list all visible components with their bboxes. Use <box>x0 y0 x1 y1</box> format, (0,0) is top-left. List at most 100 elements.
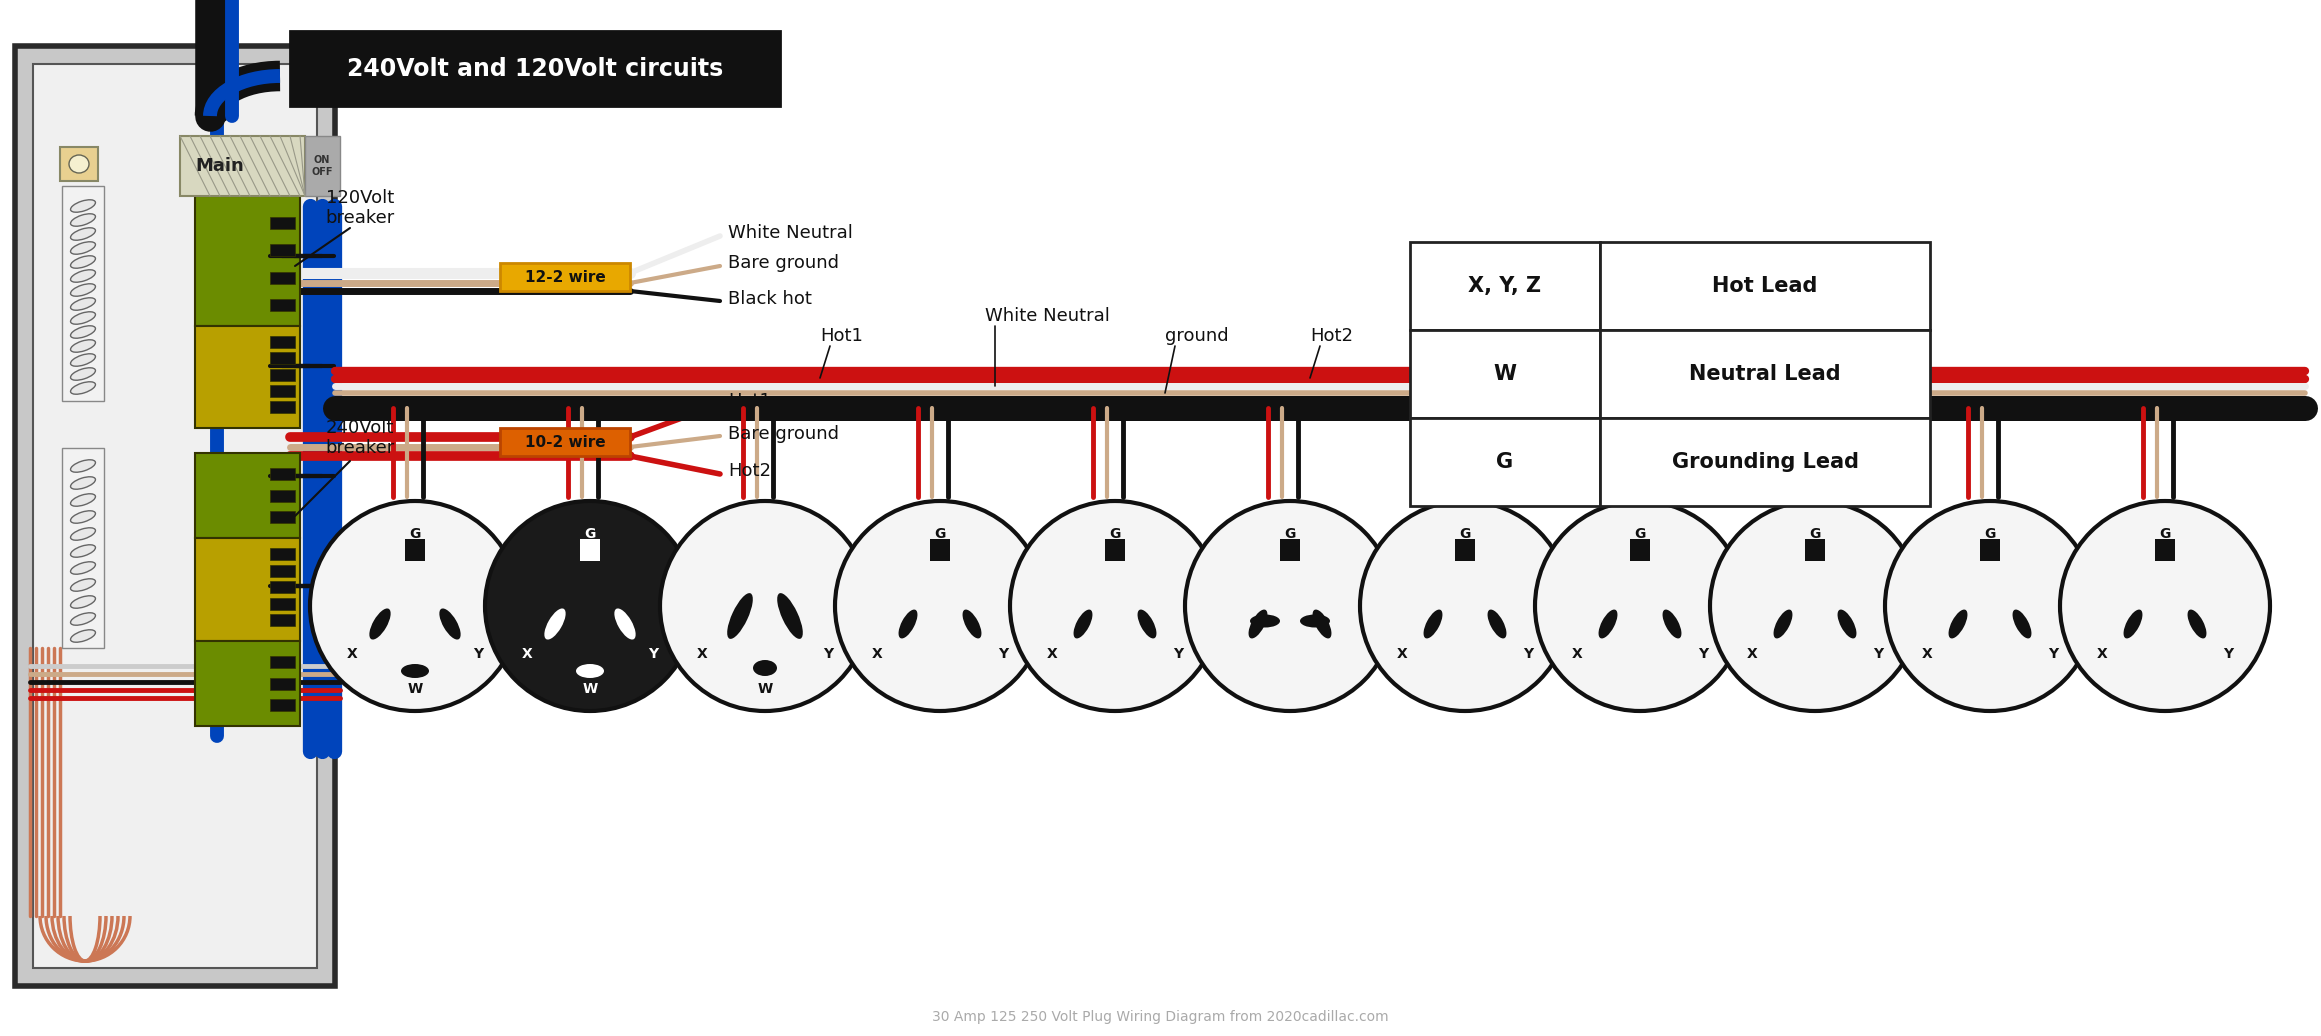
Circle shape <box>580 540 601 560</box>
Bar <box>1279 539 1300 562</box>
Bar <box>1409 242 1599 330</box>
Circle shape <box>1885 501 2096 711</box>
Text: G: G <box>2159 527 2170 541</box>
Ellipse shape <box>70 596 95 608</box>
Text: Hot2: Hot2 <box>1309 327 1353 345</box>
Bar <box>1409 330 1599 418</box>
Bar <box>1455 539 1476 562</box>
Bar <box>269 299 295 311</box>
Text: X: X <box>873 648 882 661</box>
Text: X: X <box>1047 648 1058 661</box>
Text: 10-2 wire: 10-2 wire <box>525 434 606 450</box>
Circle shape <box>485 501 694 711</box>
Ellipse shape <box>1137 609 1156 638</box>
Bar <box>304 136 339 196</box>
Text: X: X <box>522 648 532 661</box>
Text: W: W <box>757 682 773 696</box>
Ellipse shape <box>70 200 95 212</box>
Bar <box>269 699 295 711</box>
Text: G: G <box>585 527 596 541</box>
Ellipse shape <box>545 608 566 639</box>
Ellipse shape <box>70 284 95 296</box>
Ellipse shape <box>70 353 95 366</box>
Circle shape <box>1711 501 1919 711</box>
Bar <box>195 538 299 641</box>
Text: Hot1: Hot1 <box>729 392 771 410</box>
Circle shape <box>1629 540 1650 560</box>
Text: G: G <box>1634 527 1646 541</box>
Text: G: G <box>1460 527 1472 541</box>
Bar <box>269 217 295 229</box>
Bar <box>269 565 295 577</box>
Bar <box>1599 330 1931 418</box>
Bar <box>269 385 295 397</box>
Ellipse shape <box>70 579 95 592</box>
Bar <box>1629 539 1650 562</box>
Text: X: X <box>1922 648 1933 661</box>
Ellipse shape <box>1950 609 1968 638</box>
Bar <box>269 656 295 668</box>
Circle shape <box>1360 501 1569 711</box>
Ellipse shape <box>70 312 95 324</box>
Bar <box>32 64 318 968</box>
Ellipse shape <box>726 593 752 639</box>
Bar <box>269 548 295 560</box>
Ellipse shape <box>1838 609 1857 638</box>
Ellipse shape <box>898 609 917 638</box>
Text: X: X <box>346 648 357 661</box>
Bar <box>269 511 295 523</box>
Text: W: W <box>583 682 596 696</box>
Bar <box>195 196 299 326</box>
Bar <box>499 428 629 456</box>
Bar <box>269 678 295 690</box>
Circle shape <box>1186 501 1395 711</box>
Ellipse shape <box>2189 609 2207 638</box>
Ellipse shape <box>1488 609 1506 638</box>
Bar <box>269 490 295 502</box>
Text: Hot Lead: Hot Lead <box>1713 276 1817 296</box>
Ellipse shape <box>70 241 95 254</box>
Text: W: W <box>1492 364 1516 384</box>
Ellipse shape <box>2124 609 2142 638</box>
Bar <box>269 468 295 480</box>
Circle shape <box>1980 540 2001 560</box>
Text: 120Volt
breaker: 120Volt breaker <box>325 189 395 227</box>
Ellipse shape <box>70 630 95 642</box>
Text: G: G <box>1810 527 1820 541</box>
Ellipse shape <box>70 297 95 310</box>
Text: X, Y, Z: X, Y, Z <box>1469 276 1541 296</box>
Circle shape <box>1105 540 1126 560</box>
Ellipse shape <box>70 562 95 574</box>
Circle shape <box>1806 540 1824 560</box>
Ellipse shape <box>70 494 95 507</box>
Text: G: G <box>935 527 945 541</box>
Text: G: G <box>1284 527 1295 541</box>
Circle shape <box>1010 501 1221 711</box>
Circle shape <box>1534 501 1745 711</box>
Bar <box>195 326 299 428</box>
Ellipse shape <box>70 545 95 557</box>
Ellipse shape <box>70 460 95 472</box>
Ellipse shape <box>1300 614 1330 628</box>
Bar <box>195 641 299 726</box>
Text: Y: Y <box>1699 648 1708 661</box>
Text: X: X <box>1571 648 1583 661</box>
Ellipse shape <box>70 527 95 540</box>
Ellipse shape <box>70 477 95 489</box>
Bar <box>931 539 949 562</box>
Ellipse shape <box>70 325 95 338</box>
Bar <box>2154 539 2175 562</box>
Circle shape <box>404 540 425 560</box>
Text: Y: Y <box>648 648 659 661</box>
Text: Bare ground: Bare ground <box>729 425 838 443</box>
Text: Y: Y <box>1523 648 1534 661</box>
Text: White Neutral: White Neutral <box>729 224 852 242</box>
Text: Y: Y <box>473 648 483 661</box>
Bar <box>269 272 295 284</box>
Ellipse shape <box>778 593 803 639</box>
Bar <box>404 539 425 562</box>
Ellipse shape <box>576 664 603 678</box>
Ellipse shape <box>1075 609 1093 638</box>
Ellipse shape <box>369 608 390 639</box>
Circle shape <box>931 540 949 560</box>
